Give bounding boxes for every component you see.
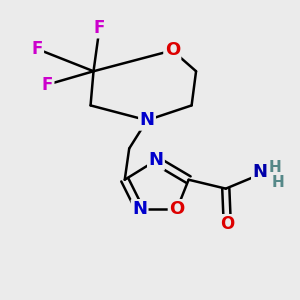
Text: H: H — [272, 175, 284, 190]
Text: O: O — [220, 215, 234, 233]
Text: N: N — [253, 163, 268, 181]
Text: F: F — [94, 19, 105, 37]
Text: N: N — [148, 152, 164, 169]
Text: H: H — [268, 160, 281, 175]
Text: N: N — [140, 111, 154, 129]
Text: O: O — [165, 41, 180, 59]
Text: F: F — [42, 76, 53, 94]
Text: O: O — [169, 200, 184, 218]
Text: F: F — [32, 40, 43, 58]
Text: N: N — [132, 200, 147, 218]
